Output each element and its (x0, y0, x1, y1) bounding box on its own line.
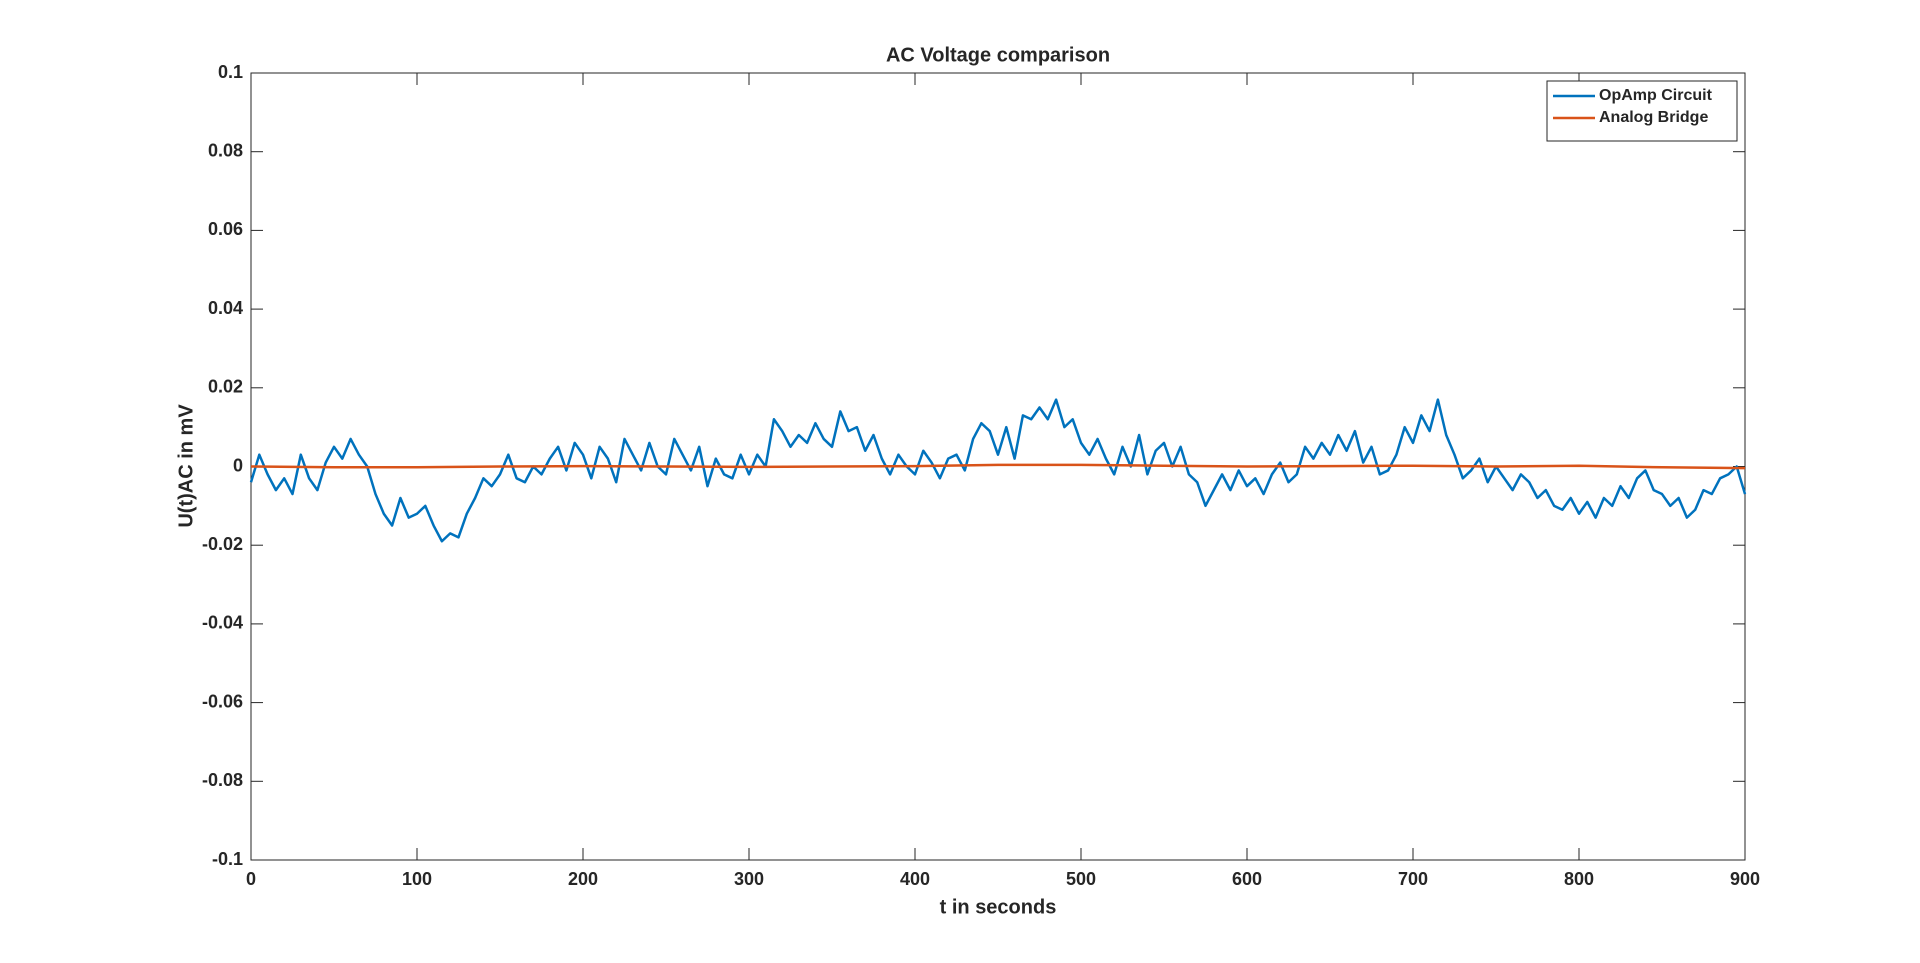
y-tick-label: 0.06 (208, 219, 243, 239)
y-tick-label: -0.08 (202, 770, 243, 790)
x-tick-label: 100 (402, 869, 432, 889)
chart-title: AC Voltage comparison (886, 44, 1110, 66)
y-tick-label: 0.1 (218, 62, 243, 82)
x-tick-label: 800 (1564, 869, 1594, 889)
x-tick-label: 900 (1730, 869, 1760, 889)
y-tick-label: -0.1 (212, 849, 243, 869)
x-tick-label: 0 (246, 869, 256, 889)
y-axis-label: U(t)AC in mV (175, 404, 197, 528)
series-line (250, 463, 1746, 470)
x-tick-label: 200 (568, 869, 598, 889)
x-tick-label: 700 (1398, 869, 1428, 889)
y-tick-label: -0.02 (202, 534, 243, 554)
y-tick-label: 0.02 (208, 377, 243, 397)
x-tick-label: 600 (1232, 869, 1262, 889)
x-tick-label: 500 (1066, 869, 1096, 889)
x-tick-label: 400 (900, 869, 930, 889)
y-tick-label: 0.04 (208, 298, 243, 318)
legend-box (1546, 80, 1738, 142)
y-tick-label: 0 (233, 455, 243, 475)
x-axis-label: t in seconds (940, 896, 1057, 918)
y-tick-label: 0.08 (208, 140, 243, 160)
y-tick-label: -0.06 (202, 691, 243, 711)
x-tick-label: 300 (734, 869, 764, 889)
legend-label: Analog Bridge (1599, 109, 1708, 126)
y-tick-label: -0.04 (202, 613, 243, 633)
legend-label: OpAmp Circuit (1599, 87, 1713, 104)
